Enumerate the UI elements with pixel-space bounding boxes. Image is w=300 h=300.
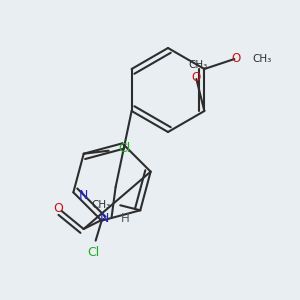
Text: O: O <box>232 52 241 65</box>
Text: CH₃: CH₃ <box>252 54 272 64</box>
Text: N: N <box>99 212 109 226</box>
Text: H: H <box>121 212 129 226</box>
Text: CH₃: CH₃ <box>189 60 208 70</box>
Text: Cl: Cl <box>88 246 100 259</box>
Text: O: O <box>54 202 64 214</box>
Text: Cl: Cl <box>119 142 131 155</box>
Text: CH₃: CH₃ <box>91 200 110 210</box>
Text: O: O <box>192 70 201 83</box>
Text: N: N <box>78 189 88 202</box>
